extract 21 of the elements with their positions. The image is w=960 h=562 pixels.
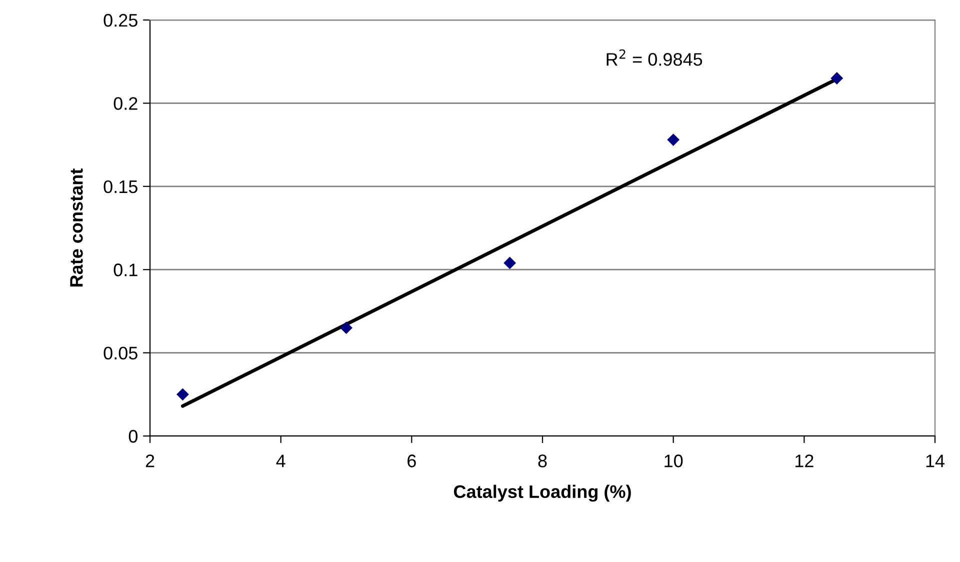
x-tick-label: 8 [538, 454, 547, 468]
annotation: R$^{2}$ = 0.9845 [606, 49, 702, 66]
point [504, 256, 516, 270]
y-tick-label: 0.1 [114, 264, 138, 276]
x-tick-label: 6 [408, 454, 416, 468]
x-axis-title: Catalyst Loading (%) [454, 484, 631, 502]
point [667, 134, 680, 146]
y-axis-title: Rate constant [70, 168, 83, 286]
x-tick-label: 4 [276, 454, 286, 468]
x-tick-label: 14 [926, 454, 945, 468]
point [830, 72, 844, 84]
x-tick-label: 2 [146, 454, 154, 468]
y-tick-label: 0.15 [104, 180, 138, 194]
point [340, 322, 352, 334]
y-tick-label: 0.25 [104, 14, 138, 27]
x-tick-label: 12 [796, 454, 814, 468]
x-tick-label: 10 [664, 454, 683, 468]
y-tick-label: 0.2 [114, 97, 138, 110]
point [176, 388, 189, 401]
y-tick-label: 0 [128, 430, 138, 443]
y-tick-label: 0.05 [104, 346, 138, 360]
